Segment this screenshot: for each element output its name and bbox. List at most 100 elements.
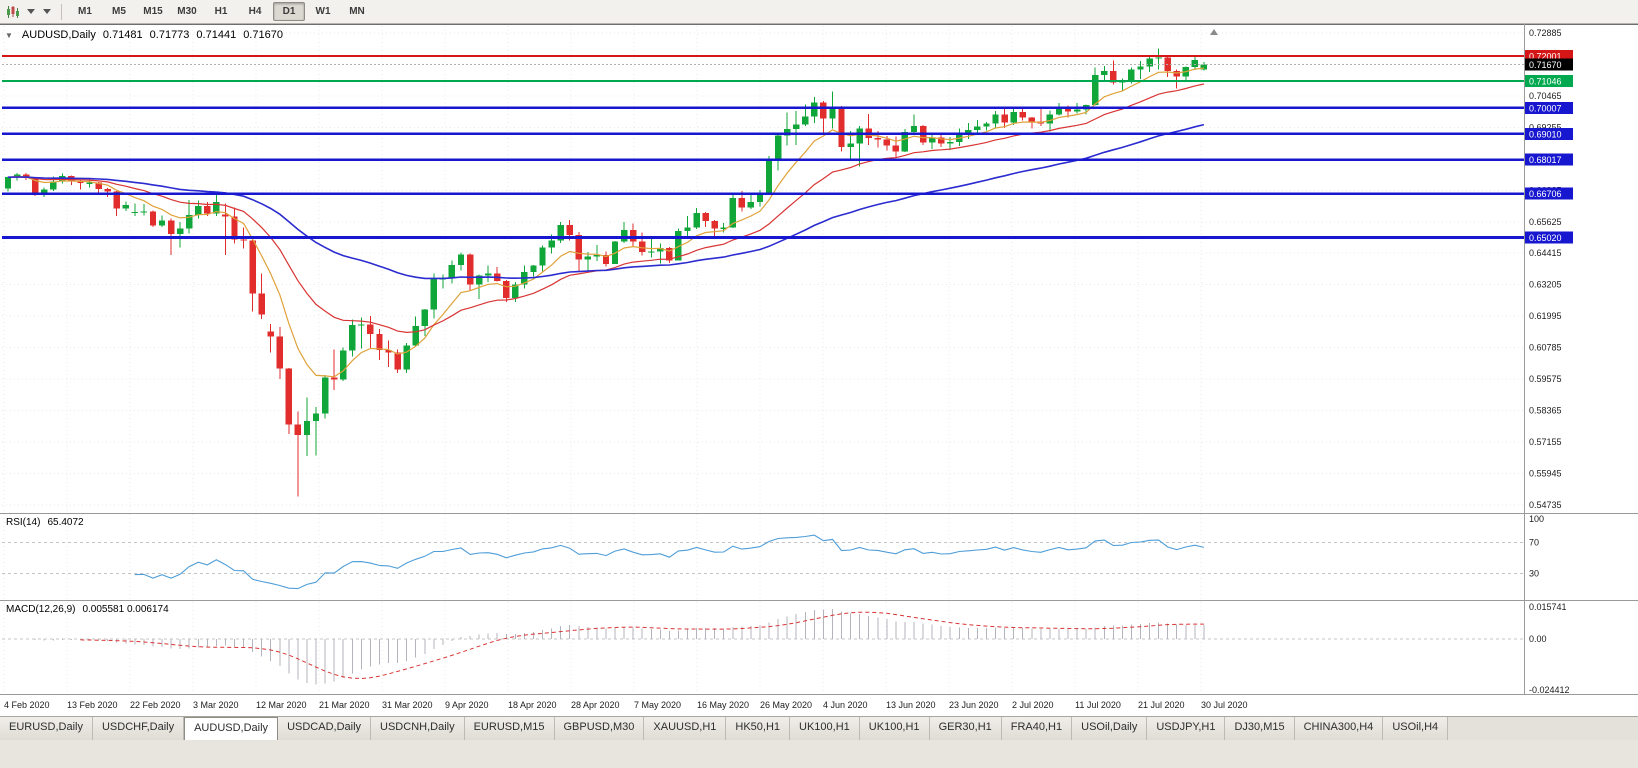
svg-text:0.72001: 0.72001 bbox=[1529, 51, 1562, 61]
timeframe-button-m30[interactable]: M30 bbox=[177, 6, 197, 17]
timeframe-button-m15[interactable]: M15 bbox=[143, 6, 163, 17]
svg-text:3 Mar 2020: 3 Mar 2020 bbox=[193, 700, 239, 710]
svg-text:0.69010: 0.69010 bbox=[1529, 129, 1562, 139]
rsi-indicator-label: RSI(14) 65.4072 bbox=[6, 517, 84, 528]
svg-text:26 May 2020: 26 May 2020 bbox=[760, 700, 812, 710]
svg-text:70: 70 bbox=[1529, 537, 1539, 547]
collapse-arrow-icon[interactable]: ▼ bbox=[5, 30, 13, 40]
timeframe-button-h1[interactable]: H1 bbox=[214, 6, 228, 17]
timeframe-button-w1[interactable]: W1 bbox=[315, 6, 331, 17]
rsi-name: RSI(14) bbox=[6, 517, 41, 528]
time-axis[interactable]: 4 Feb 2020 13 Feb 2020 22 Feb 2020 3 Mar 20… bbox=[4, 700, 1248, 710]
svg-text:0.60785: 0.60785 bbox=[1529, 343, 1562, 353]
svg-text:0.66706: 0.66706 bbox=[1529, 189, 1562, 199]
svg-text:4 Jun 2020: 4 Jun 2020 bbox=[823, 700, 868, 710]
price-label-0.70007 bbox=[1525, 101, 1573, 114]
levels-layer[interactable] bbox=[2, 55, 1524, 239]
svg-text:16 May 2020: 16 May 2020 bbox=[697, 700, 749, 710]
chart-shift-marker-icon[interactable] bbox=[1210, 29, 1218, 35]
timeframe-button-h4[interactable]: H4 bbox=[248, 6, 262, 17]
timeframe-button-mn[interactable]: MN bbox=[349, 6, 365, 17]
svg-text:12 Mar 2020: 12 Mar 2020 bbox=[256, 700, 307, 710]
macd-name: MACD(12,26,9) bbox=[6, 604, 76, 615]
price-label-0.66706 bbox=[1525, 187, 1573, 200]
svg-text:0.57155: 0.57155 bbox=[1529, 437, 1562, 447]
tab-ger30-h1[interactable]: GER30,H1 bbox=[929, 717, 1002, 740]
svg-text:0.59575: 0.59575 bbox=[1529, 374, 1562, 384]
svg-text:0.69255: 0.69255 bbox=[1529, 122, 1562, 132]
svg-text:0.70007: 0.70007 bbox=[1529, 103, 1562, 113]
svg-text:0.00: 0.00 bbox=[1529, 634, 1547, 644]
chart-title: ▼ AUDUSD,Daily 0.71481 0.71773 0.71441 0… bbox=[5, 29, 283, 41]
window-bottom-strip bbox=[0, 740, 1638, 768]
ohlc-close: 0.71670 bbox=[243, 29, 283, 41]
macd-panel: 0.015741 0.00 -0.024412 bbox=[2, 602, 1570, 695]
svg-text:11 Jul 2020: 11 Jul 2020 bbox=[1075, 700, 1121, 710]
svg-text:0.015741: 0.015741 bbox=[1529, 602, 1567, 612]
svg-text:0.64415: 0.64415 bbox=[1529, 248, 1562, 258]
macd-values: 0.005581 0.006174 bbox=[82, 604, 169, 615]
tab-china300-h4[interactable]: CHINA300,H4 bbox=[1294, 717, 1384, 740]
price-axis[interactable]: 0.728850.716750.704650.692550.680450.668… bbox=[1525, 28, 1573, 510]
tab-fra40-h1[interactable]: FRA40,H1 bbox=[1001, 717, 1073, 740]
chart-type-dropdown-icon[interactable] bbox=[27, 9, 35, 14]
timeframe-buttons: M1 M5 M15 M30 H1 H4 D1 W1 MN bbox=[68, 2, 374, 21]
svg-text:4 Feb 2020: 4 Feb 2020 bbox=[4, 700, 50, 710]
svg-text:21 Jul 2020: 21 Jul 2020 bbox=[1138, 700, 1185, 710]
timeframes-dropdown-icon[interactable] bbox=[43, 9, 51, 14]
tab-eurusd-m15[interactable]: EURUSD,M15 bbox=[464, 717, 555, 740]
tab-dj30-m15[interactable]: DJ30,M15 bbox=[1225, 717, 1295, 740]
svg-text:0.71670: 0.71670 bbox=[1529, 60, 1562, 70]
svg-text:23 Jun 2020: 23 Jun 2020 bbox=[949, 700, 999, 710]
svg-text:9 Apr 2020: 9 Apr 2020 bbox=[445, 700, 489, 710]
tab-usdchf-daily[interactable]: USDCHF,Daily bbox=[92, 717, 185, 740]
tab-usdcnh-daily[interactable]: USDCNH,Daily bbox=[371, 717, 465, 740]
svg-text:13 Feb 2020: 13 Feb 2020 bbox=[67, 700, 118, 710]
svg-text:0.68017: 0.68017 bbox=[1529, 155, 1562, 165]
tab-uk100-h1[interactable]: UK100,H1 bbox=[859, 717, 930, 740]
ohlc-open: 0.71481 bbox=[102, 29, 143, 41]
timeframe-button-m1[interactable]: M1 bbox=[78, 6, 92, 17]
candlestick-chart-icon[interactable] bbox=[3, 3, 23, 21]
svg-text:-0.024412: -0.024412 bbox=[1529, 685, 1570, 695]
svg-text:18 Apr 2020: 18 Apr 2020 bbox=[508, 700, 557, 710]
chart-tabs: EURUSD,Daily USDCHF,Daily AUDUSD,Daily USDC… bbox=[0, 716, 1638, 740]
svg-text:21 Mar 2020: 21 Mar 2020 bbox=[319, 700, 370, 710]
tab-usdjpy-h1[interactable]: USDJPY,H1 bbox=[1147, 717, 1226, 740]
svg-text:0.70465: 0.70465 bbox=[1529, 91, 1562, 101]
svg-text:0.58365: 0.58365 bbox=[1529, 406, 1562, 416]
svg-text:0.71046: 0.71046 bbox=[1529, 76, 1562, 86]
svg-text:100: 100 bbox=[1529, 514, 1544, 524]
ohlc-low: 0.71441 bbox=[196, 29, 237, 41]
toolbar-separator bbox=[61, 3, 62, 20]
tab-usoil-daily[interactable]: USOil,Daily bbox=[1072, 717, 1148, 740]
tab-eurusd-daily[interactable]: EURUSD,Daily bbox=[0, 717, 93, 740]
price-label-0.65020 bbox=[1525, 231, 1573, 244]
svg-text:0.54735: 0.54735 bbox=[1529, 500, 1562, 510]
tab-xauusd-h1[interactable]: XAUUSD,H1 bbox=[644, 717, 727, 740]
rsi-panel: 100 70 30 bbox=[2, 514, 1544, 590]
bid-price-label bbox=[1525, 58, 1573, 71]
top-toolbar: M1 M5 M15 M30 H1 H4 D1 W1 MN bbox=[0, 0, 1638, 24]
tab-usdcad-daily[interactable]: USDCAD,Daily bbox=[278, 717, 372, 740]
moving-averages-layer bbox=[7, 67, 1205, 378]
tab-gbpusd-m30[interactable]: GBPUSD,M30 bbox=[554, 717, 645, 740]
price-chart-canvas[interactable]: 100 70 30 0.015741 0.00 -0.024412 0.72885 0.716… bbox=[0, 24, 1638, 716]
svg-text:0.55945: 0.55945 bbox=[1529, 468, 1562, 478]
svg-text:2 Jul 2020: 2 Jul 2020 bbox=[1012, 700, 1054, 710]
macd-indicator-label: MACD(12,26,9) 0.005581 0.006174 bbox=[6, 604, 169, 615]
svg-text:0.63205: 0.63205 bbox=[1529, 280, 1562, 290]
tab-audusd-daily[interactable]: AUDUSD,Daily bbox=[184, 717, 279, 740]
svg-text:0.61995: 0.61995 bbox=[1529, 311, 1562, 321]
svg-text:0.65625: 0.65625 bbox=[1529, 217, 1562, 227]
tab-hk50-h1[interactable]: HK50,H1 bbox=[726, 717, 791, 740]
timeframe-button-m5[interactable]: M5 bbox=[112, 6, 126, 17]
tab-uk100-h1[interactable]: UK100,H1 bbox=[790, 717, 860, 740]
timeframe-button-d1[interactable]: D1 bbox=[273, 2, 305, 21]
price-label-0.68017 bbox=[1525, 153, 1573, 166]
price-label-0.71046 bbox=[1525, 74, 1573, 87]
tab-usoil-h4[interactable]: USOil,H4 bbox=[1383, 717, 1449, 740]
panel-frames bbox=[0, 24, 1638, 695]
rsi-line bbox=[134, 534, 1205, 590]
